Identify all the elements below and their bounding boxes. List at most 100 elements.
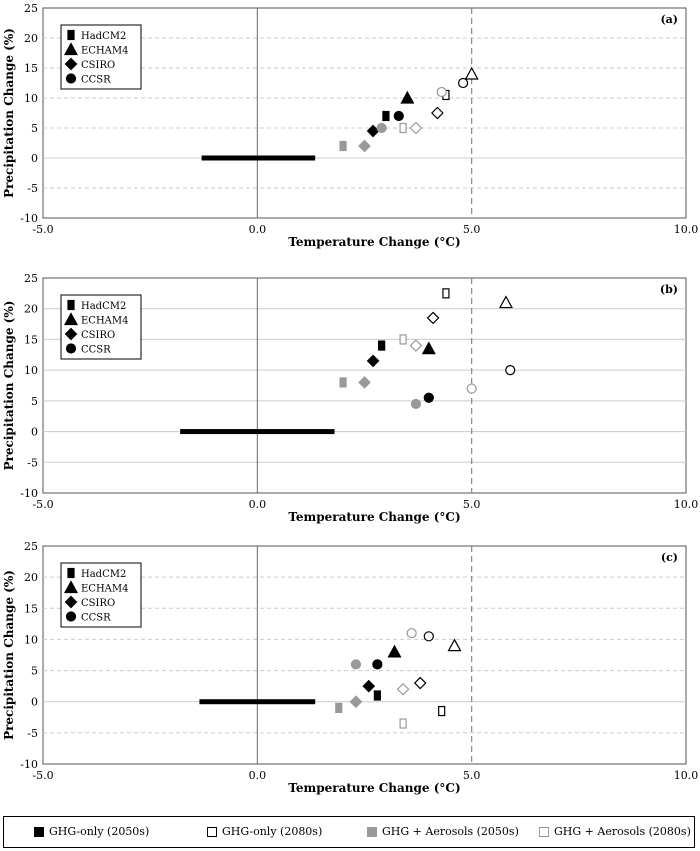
data-point-hadcm2: [339, 140, 347, 152]
data-point-csiro: [362, 679, 376, 693]
legend-model-label: CCSR: [81, 613, 111, 624]
data-point-csiro: [431, 106, 444, 120]
legend-item-aerosol-2050s: GHG + Aerosols (2050s): [367, 825, 519, 838]
data-point-csiro: [358, 139, 371, 153]
x-tick-label: 10.0: [674, 223, 699, 236]
legend-marker-csiro: [64, 57, 78, 71]
panel-label: (b): [660, 283, 678, 296]
legend-swatch-open-grey: [539, 826, 549, 837]
legend-marker-hadcm2: [67, 299, 75, 311]
y-tick-label: 0: [31, 696, 38, 709]
x-tick-label: 10.0: [674, 769, 699, 782]
y-tick-label: -5: [27, 727, 38, 740]
y-tick-label: 0: [31, 152, 38, 165]
variability-bar: [199, 699, 316, 705]
legend-label: GHG + Aerosols (2050s): [382, 825, 519, 838]
data-point-ccsr: [410, 398, 422, 410]
legend-item-aerosol-2080s: GHG + Aerosols (2080s): [539, 825, 691, 838]
legend-model-label: HadCM2: [81, 301, 126, 312]
y-tick-label: 10: [24, 633, 38, 646]
legend-model-label: HadCM2: [81, 569, 126, 580]
data-point-echam4: [400, 90, 415, 104]
chart-panel-b: 25 20 15 10 5 0 -5 -10-5.0 0.0 5.0 10.0 (b) Temperat…: [2, 272, 698, 524]
legend-label: GHG-only (2080s): [222, 825, 323, 838]
y-axis-title: Precipitation Change (%): [2, 570, 16, 740]
data-point-ccsr: [505, 365, 516, 376]
legend-marker-csiro: [64, 595, 78, 609]
legend-marker-ccsr: [65, 343, 77, 354]
legend-marker-hadcm2: [67, 29, 75, 41]
data-point-hadcm2: [399, 334, 407, 345]
y-tick-label: 10: [24, 92, 38, 105]
y-tick-label: 20: [24, 32, 38, 45]
legend-marker-echam4: [63, 580, 79, 594]
data-point-echam4: [447, 638, 462, 652]
legend-swatch-filled-grey: [367, 826, 377, 837]
data-point-echam4: [498, 295, 513, 309]
legend-model-label: HadCM2: [81, 31, 126, 42]
data-point-csiro: [409, 339, 423, 352]
chart-panel-c: 25 20 15 10 5 0 -5 -10-5.0 0.0 5.0 10.0 (c) Temperat…: [2, 540, 698, 795]
data-point-ccsr: [393, 110, 404, 122]
x-tick-label: -5.0: [32, 498, 53, 511]
data-point-csiro: [413, 676, 427, 690]
y-tick-label: 20: [24, 571, 38, 584]
y-tick-label: -5: [27, 182, 38, 195]
y-tick-label: -10: [20, 212, 38, 225]
data-point-ccsr: [423, 631, 434, 642]
x-tick-label: 10.0: [674, 498, 699, 511]
legend-model-label: CCSR: [81, 75, 111, 86]
legend-marker-hadcm2: [67, 567, 75, 579]
y-tick-label: 15: [24, 333, 38, 346]
legend-model-label: CSIRO: [81, 598, 115, 609]
y-tick-label: -10: [20, 487, 38, 500]
y-tick-label: 15: [24, 62, 38, 75]
data-point-csiro: [349, 695, 363, 709]
legend-swatch-open-black: [207, 826, 217, 837]
y-tick-label: 20: [24, 303, 38, 316]
data-point-ccsr: [436, 86, 447, 98]
legend-model-label: ECHAM4: [81, 46, 129, 57]
chart-panel-a: 25 20 15 10 5 0 -5 -10-5.0 0.0 5.0 10.0 (a) Temperat…: [2, 2, 698, 249]
x-axis-title: Temperature Change (°C): [288, 781, 460, 795]
data-point-hadcm2: [399, 718, 407, 729]
y-tick-label: 25: [24, 272, 38, 285]
x-axis-title: Temperature Change (°C): [288, 235, 460, 249]
data-point-csiro: [358, 376, 371, 389]
variability-bar: [180, 429, 335, 435]
legend-model-label: ECHAM4: [81, 316, 129, 327]
data-point-ccsr: [457, 77, 469, 89]
data-point-hadcm2: [399, 122, 407, 134]
legend-marker-ccsr: [65, 73, 77, 84]
data-point-csiro: [366, 354, 380, 368]
x-tick-label: 0.0: [249, 769, 267, 782]
legend-model-label: CCSR: [81, 345, 111, 356]
data-point-hadcm2: [442, 288, 450, 299]
y-tick-label: 5: [31, 122, 38, 135]
y-tick-label: 5: [31, 665, 38, 678]
data-point-hadcm2: [382, 110, 390, 122]
panel-label: (a): [660, 13, 678, 26]
x-tick-label: 5.0: [463, 223, 481, 236]
legend-model-label: CSIRO: [81, 330, 115, 341]
y-axis-title: Precipitation Change (%): [2, 301, 16, 471]
legend-swatch-filled-black: [34, 826, 44, 837]
panel-label: (c): [661, 551, 678, 564]
y-axis-title: Precipitation Change (%): [2, 28, 16, 198]
y-tick-label: -10: [20, 758, 38, 771]
legend-marker-echam4: [63, 312, 79, 326]
data-point-echam4: [421, 341, 436, 355]
legend-label: GHG + Aerosols (2080s): [554, 825, 691, 838]
plot-area: [42, 7, 687, 219]
y-tick-label: -5: [27, 456, 38, 469]
data-point-csiro: [426, 311, 440, 325]
data-point-ccsr: [466, 383, 477, 394]
data-point-csiro: [396, 682, 410, 696]
data-point-ccsr: [372, 659, 383, 670]
y-tick-label: 10: [24, 364, 38, 377]
x-tick-label: -5.0: [32, 223, 53, 236]
y-tick-label: 25: [24, 2, 38, 15]
data-point-csiro: [409, 121, 423, 135]
legend-label: GHG-only (2050s): [49, 825, 150, 838]
